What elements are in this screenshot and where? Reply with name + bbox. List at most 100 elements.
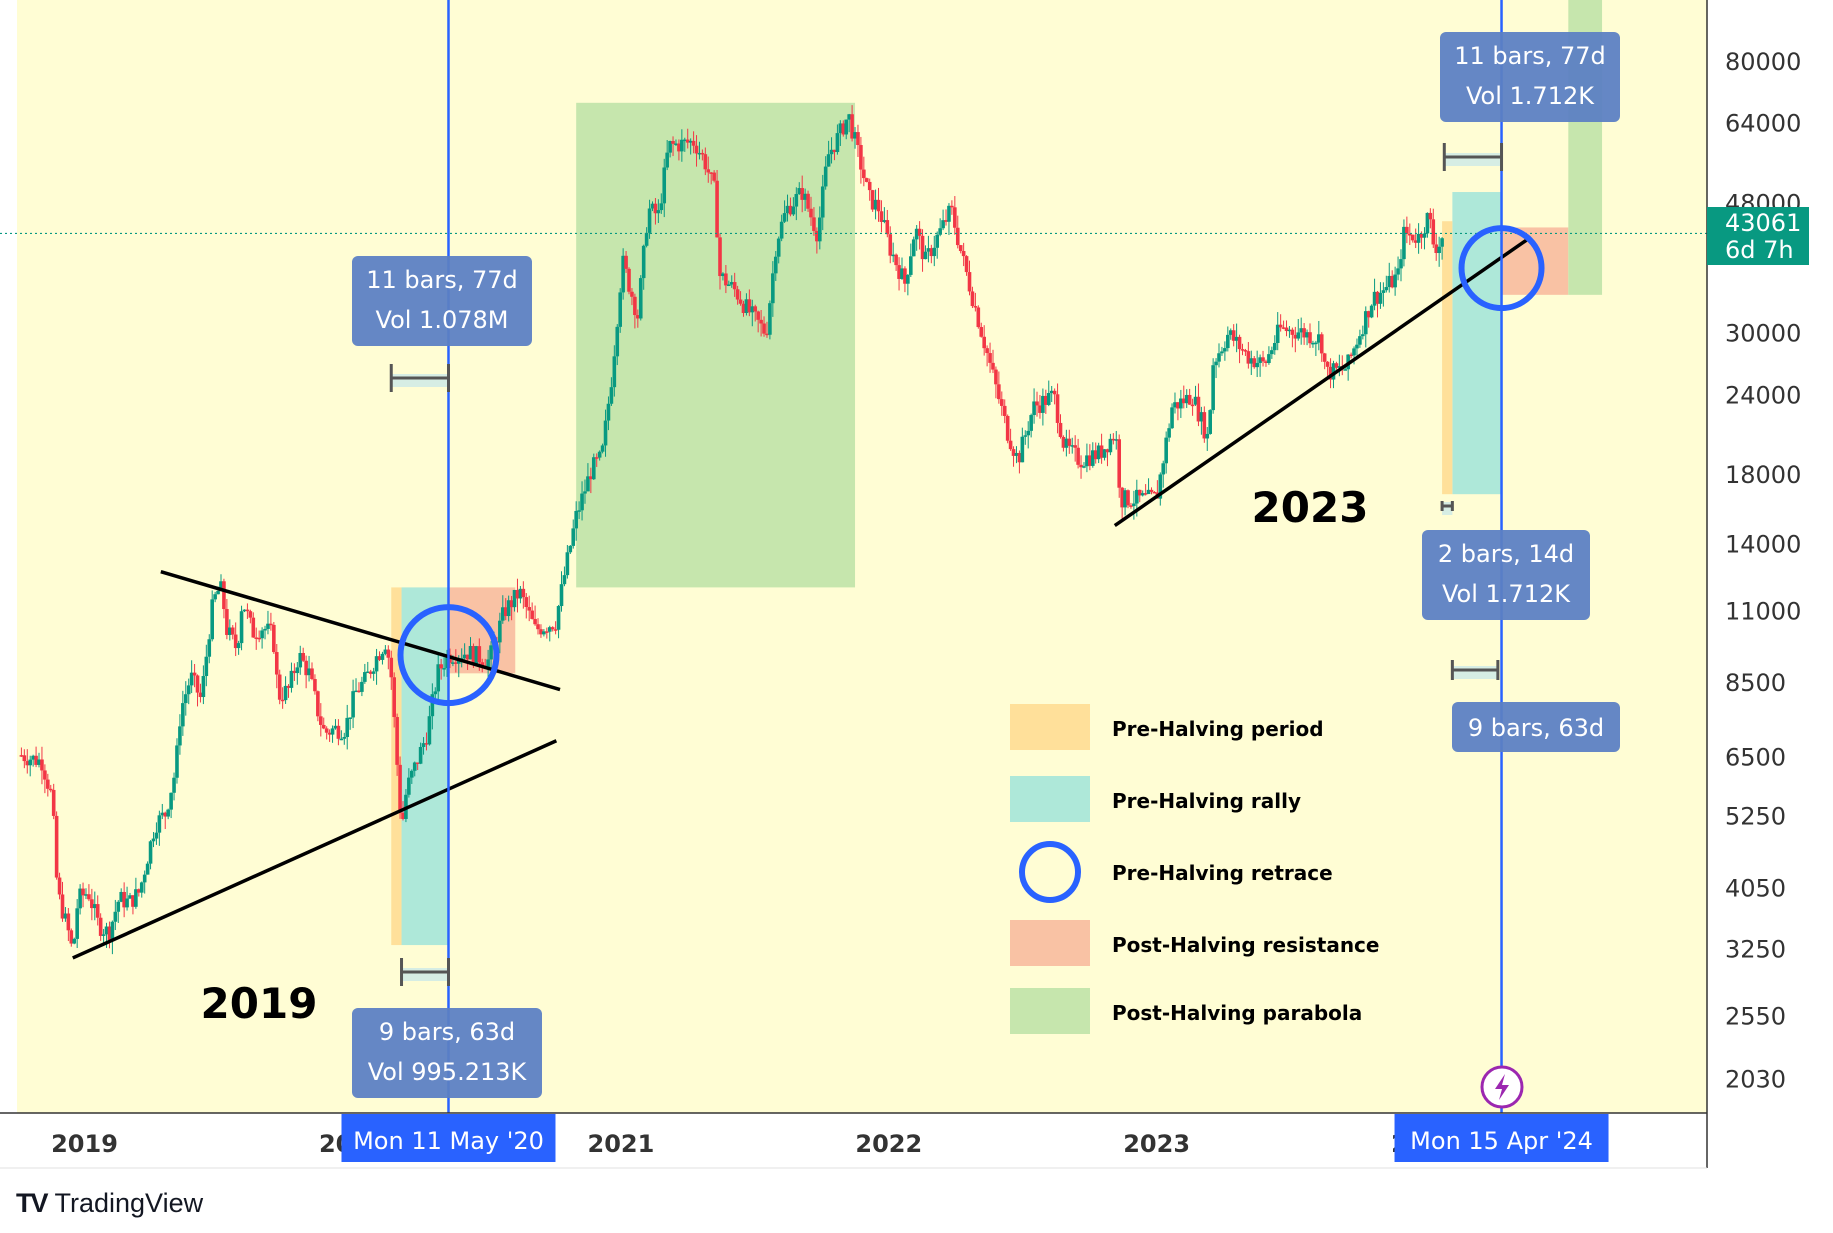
candle-body bbox=[700, 152, 705, 155]
candle-body bbox=[985, 348, 989, 354]
candle-body bbox=[630, 291, 634, 297]
candle-body bbox=[1137, 489, 1142, 496]
candle-body bbox=[304, 660, 308, 676]
candle-body bbox=[659, 203, 664, 211]
candle-body bbox=[1005, 415, 1010, 441]
candle-body bbox=[1196, 396, 1201, 422]
candle-body bbox=[222, 581, 226, 610]
candle-body bbox=[823, 166, 828, 187]
candle-body bbox=[1434, 244, 1439, 254]
candle-body bbox=[266, 623, 270, 629]
candle-body bbox=[694, 145, 699, 154]
candle-body bbox=[1328, 366, 1333, 380]
candle-body bbox=[137, 889, 141, 893]
candle-body bbox=[897, 265, 901, 279]
candle-body bbox=[1158, 474, 1163, 499]
candle-body bbox=[624, 255, 628, 269]
candle-body bbox=[175, 745, 179, 778]
candle-body bbox=[172, 777, 176, 793]
candle-body bbox=[365, 671, 370, 674]
candle-body bbox=[116, 901, 121, 912]
candle-body bbox=[1343, 369, 1348, 371]
candle-body bbox=[1319, 334, 1324, 354]
candle-body bbox=[888, 234, 893, 256]
candle-body bbox=[395, 717, 399, 765]
y-axis-panel bbox=[1707, 0, 1833, 1233]
candle-body bbox=[260, 630, 264, 639]
candle-body bbox=[964, 256, 969, 273]
candle-body bbox=[37, 759, 41, 765]
candle-body bbox=[568, 545, 573, 553]
retrace-circle-2024 bbox=[1458, 225, 1545, 312]
legend-item[interactable]: Post-Halving parabola bbox=[1010, 988, 1362, 1034]
candle-body bbox=[768, 303, 772, 335]
candle-body bbox=[274, 652, 279, 675]
candle-body bbox=[841, 123, 846, 135]
legend-item[interactable]: Pre-Halving retrace bbox=[1019, 841, 1333, 903]
measure-label-2023-top-line-1: 11 bars, 77d bbox=[1454, 42, 1606, 70]
x-tick-label: 2019 bbox=[51, 1130, 118, 1158]
y-tick-label: 64000 bbox=[1725, 110, 1801, 138]
candle-body bbox=[765, 333, 769, 336]
measure-bracket-2019-top-shade bbox=[391, 374, 449, 387]
candle-body bbox=[360, 681, 364, 692]
candle-body bbox=[706, 169, 711, 173]
candle-body bbox=[721, 273, 725, 277]
candle-body bbox=[515, 589, 520, 599]
candle-body bbox=[368, 671, 373, 674]
candle-body bbox=[1214, 361, 1218, 366]
candle-body bbox=[809, 208, 813, 218]
measure-label-2023-bottom-box bbox=[1452, 702, 1620, 752]
candle-body bbox=[1440, 238, 1444, 247]
candle-body bbox=[1193, 396, 1198, 405]
candle-body bbox=[1314, 342, 1318, 345]
candle-body bbox=[935, 234, 940, 248]
candle-body bbox=[236, 643, 241, 649]
candle-body bbox=[1135, 489, 1139, 504]
candle-body bbox=[503, 607, 508, 617]
candle-body bbox=[1176, 402, 1180, 409]
measure-label-2019-bottom: 9 bars, 63d Vol 995.213K bbox=[352, 1008, 542, 1098]
candle-body bbox=[1264, 361, 1268, 363]
candle-body bbox=[803, 193, 807, 200]
candle-body bbox=[474, 646, 479, 664]
candle-body bbox=[908, 256, 913, 275]
x-tick-label: 2023 bbox=[1123, 1130, 1190, 1158]
candle-body bbox=[621, 255, 625, 293]
candle-body bbox=[436, 664, 441, 692]
candle-body bbox=[1317, 334, 1321, 343]
candle-body bbox=[48, 788, 53, 791]
candle-body bbox=[779, 221, 784, 239]
candle-body bbox=[1358, 336, 1362, 345]
candle-body bbox=[257, 637, 261, 640]
candle-body bbox=[1363, 311, 1368, 335]
candle-body bbox=[1149, 489, 1154, 492]
legend-item[interactable]: Post-Halving resistance bbox=[1010, 920, 1379, 966]
halving-date-flag-2 bbox=[1394, 1114, 1609, 1162]
candle-body bbox=[571, 528, 576, 546]
candle-body bbox=[354, 690, 358, 693]
candle-body bbox=[336, 725, 341, 739]
candle-body bbox=[313, 679, 317, 692]
candle-body bbox=[439, 664, 443, 669]
tradingview-brand[interactable]: TV TradingView bbox=[16, 1188, 203, 1219]
candle-body bbox=[815, 230, 819, 242]
legend-item[interactable]: Pre-Halving rally bbox=[1010, 776, 1301, 822]
candle-body bbox=[917, 228, 922, 236]
candle-body bbox=[1017, 452, 1022, 463]
candle-body bbox=[744, 299, 749, 313]
candle-body bbox=[201, 676, 206, 698]
candle-body bbox=[1228, 330, 1233, 335]
candle-body bbox=[738, 299, 743, 304]
candle-body bbox=[1234, 336, 1239, 341]
candle-body bbox=[418, 746, 423, 764]
legend-item[interactable]: Pre-Halving period bbox=[1010, 704, 1324, 750]
candle-body bbox=[512, 589, 517, 608]
candle-body bbox=[732, 282, 737, 290]
candle-body bbox=[242, 609, 247, 612]
candle-body bbox=[521, 588, 526, 598]
candle-body bbox=[1120, 487, 1124, 508]
candle-body bbox=[1258, 357, 1262, 363]
candle-body bbox=[647, 208, 652, 233]
